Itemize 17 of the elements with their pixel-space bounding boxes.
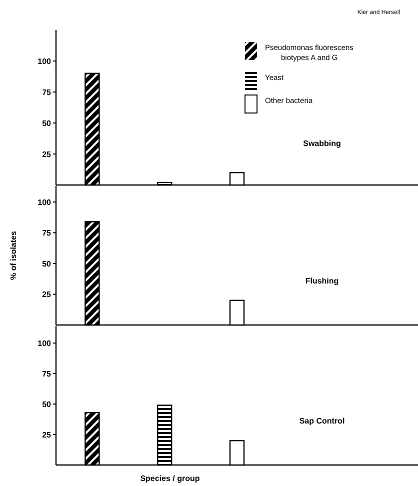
y-tick-label: 50 xyxy=(42,118,52,128)
y-tick-label: 100 xyxy=(38,198,52,207)
text: Flushing xyxy=(305,276,339,286)
y-tick-label: 25 xyxy=(42,290,52,300)
y-tick-label: 25 xyxy=(42,150,52,159)
y-tick-label: 75 xyxy=(42,369,52,378)
y-tick-label: 50 xyxy=(42,259,52,268)
y-tick-label: 50 xyxy=(42,400,52,409)
y-axis-title: % of isolates xyxy=(9,230,18,280)
y-tick-label: 100 xyxy=(38,56,52,66)
y-tick-label: 25 xyxy=(42,430,52,440)
x-axis-title: Species / group xyxy=(140,474,200,483)
y-tick-label: 75 xyxy=(42,228,52,238)
y-tick-label: 75 xyxy=(42,88,52,97)
text: Swabbing xyxy=(303,139,341,148)
text: Sap Control xyxy=(299,416,345,426)
y-tick-label: 100 xyxy=(38,338,52,348)
